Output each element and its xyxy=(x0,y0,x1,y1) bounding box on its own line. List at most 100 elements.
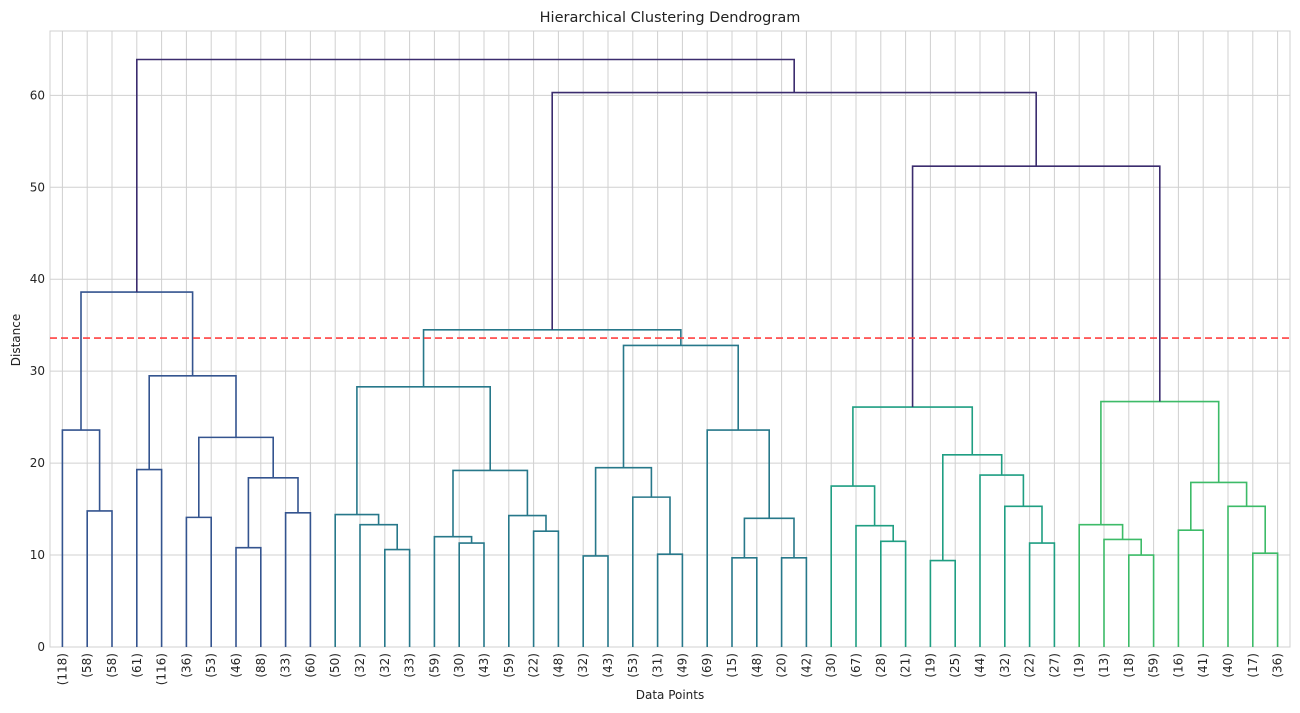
x-tick-label: (18) xyxy=(1122,653,1136,678)
dendrogram-link xyxy=(706,429,770,647)
y-tick-label: 60 xyxy=(30,88,45,102)
x-tick-label: (16) xyxy=(1171,653,1185,678)
dendrogram-link xyxy=(780,557,808,647)
x-tick-label: (69) xyxy=(700,653,714,678)
dendrogram-link xyxy=(61,429,101,647)
y-tick-label: 0 xyxy=(37,640,45,654)
dendrogram-link xyxy=(148,374,237,470)
x-tick-label: (116) xyxy=(155,653,169,685)
dendrogram-links xyxy=(61,58,1279,647)
x-tick-label: (58) xyxy=(105,653,119,678)
x-tick-label: (48) xyxy=(750,653,764,678)
dendrogram-link xyxy=(1190,481,1248,531)
x-tick-label: (33) xyxy=(403,653,417,678)
x-tick-label: (20) xyxy=(775,653,789,678)
dendrogram-link xyxy=(185,516,212,647)
x-tick-label: (46) xyxy=(229,653,243,678)
dendrogram-link xyxy=(582,555,609,647)
x-tick-label: (13) xyxy=(1097,653,1111,678)
y-tick-label: 50 xyxy=(30,180,45,194)
x-axis-label: Data Points xyxy=(636,688,705,702)
dendrogram-link xyxy=(356,386,491,515)
x-tick-label: (17) xyxy=(1246,653,1260,678)
dendrogram-link xyxy=(855,524,894,647)
x-tick-label: (59) xyxy=(502,653,516,678)
x-tick-label: (59) xyxy=(1147,653,1161,678)
dendrogram-link xyxy=(247,477,299,548)
dendrogram-link xyxy=(880,540,907,647)
x-tick-label: (31) xyxy=(651,653,665,678)
dendrogram-link xyxy=(656,553,684,647)
x-tick-label: (27) xyxy=(1047,653,1061,678)
x-tick-label: (50) xyxy=(328,653,342,678)
dendrogram-link xyxy=(1078,523,1124,647)
dendrogram-link xyxy=(1227,505,1266,647)
dendrogram-link xyxy=(508,514,547,647)
chart-title: Hierarchical Clustering Dendrogram xyxy=(540,10,801,26)
dendrogram-link xyxy=(1004,505,1043,647)
x-tick-label: (33) xyxy=(279,653,293,678)
dendrogram-link xyxy=(1177,529,1204,647)
dendrogram-link xyxy=(136,58,795,293)
x-tick-label: (61) xyxy=(130,653,144,678)
x-tick-label: (41) xyxy=(1196,653,1210,678)
y-axis-label: Distance xyxy=(9,314,23,366)
dendrogram-link xyxy=(929,559,956,647)
dendrogram-link xyxy=(1103,538,1142,647)
y-tick-label: 20 xyxy=(30,456,45,470)
x-tick-label: (40) xyxy=(1221,653,1235,678)
dendrogram-link xyxy=(384,548,411,647)
y-tick-label: 30 xyxy=(30,364,45,378)
x-tick-label: (49) xyxy=(675,653,689,678)
x-tick-label: (19) xyxy=(1072,653,1086,678)
x-tick-label: (32) xyxy=(353,653,367,678)
dendrogram-link xyxy=(1028,542,1056,647)
x-tick-label: (60) xyxy=(303,653,317,678)
y-tick-label: 10 xyxy=(30,548,45,562)
x-tick-label: (48) xyxy=(551,653,565,678)
x-tick-label: (36) xyxy=(179,653,193,678)
x-tick-label: (59) xyxy=(427,653,441,678)
x-tick-label: (42) xyxy=(799,653,813,678)
x-tick-label: (53) xyxy=(204,653,218,678)
dendrogram-link xyxy=(594,466,653,556)
dendrogram-link xyxy=(1252,552,1279,647)
x-tick-label: (88) xyxy=(254,653,268,678)
x-tick-label: (43) xyxy=(601,653,615,678)
dendrogram-link xyxy=(979,474,1025,647)
x-tick-label: (32) xyxy=(998,653,1012,678)
x-tick-label: (30) xyxy=(452,653,466,678)
x-tick-label: (44) xyxy=(973,653,987,678)
x-tick-label: (15) xyxy=(725,653,739,678)
dendrogram-link xyxy=(1128,554,1155,647)
dendrogram-link xyxy=(235,546,262,647)
x-tick-label: (19) xyxy=(923,653,937,678)
x-tick-label: (28) xyxy=(874,653,888,678)
dendrogram-link xyxy=(136,468,163,647)
dendrogram-link xyxy=(86,510,113,647)
x-tick-label: (118) xyxy=(55,653,69,685)
dendrogram-link xyxy=(433,535,473,647)
x-tick-label: (53) xyxy=(626,653,640,678)
dendrogram-link xyxy=(830,485,876,647)
x-tick-label: (22) xyxy=(527,653,541,678)
x-tick-label: (32) xyxy=(378,653,392,678)
dendrogram-link xyxy=(632,496,671,647)
dendrogram-link xyxy=(458,542,485,647)
dendrogram-link xyxy=(359,523,398,647)
y-tick-label: 40 xyxy=(30,272,45,286)
dendrogram-link xyxy=(551,91,1037,330)
dendrogram-link xyxy=(731,557,758,647)
x-tick-label: (22) xyxy=(1023,653,1037,678)
x-tick-label: (32) xyxy=(576,653,590,678)
x-tick-label: (43) xyxy=(477,653,491,678)
x-tick-label: (25) xyxy=(948,653,962,678)
dendrogram-link xyxy=(334,513,380,647)
plot-frame xyxy=(49,30,1291,648)
dendrogram-link xyxy=(942,454,1003,561)
dendrogram-link xyxy=(452,469,529,537)
x-tick-label: (58) xyxy=(80,653,94,678)
x-tick-label: (30) xyxy=(824,653,838,678)
dendrogram-link xyxy=(852,406,974,487)
